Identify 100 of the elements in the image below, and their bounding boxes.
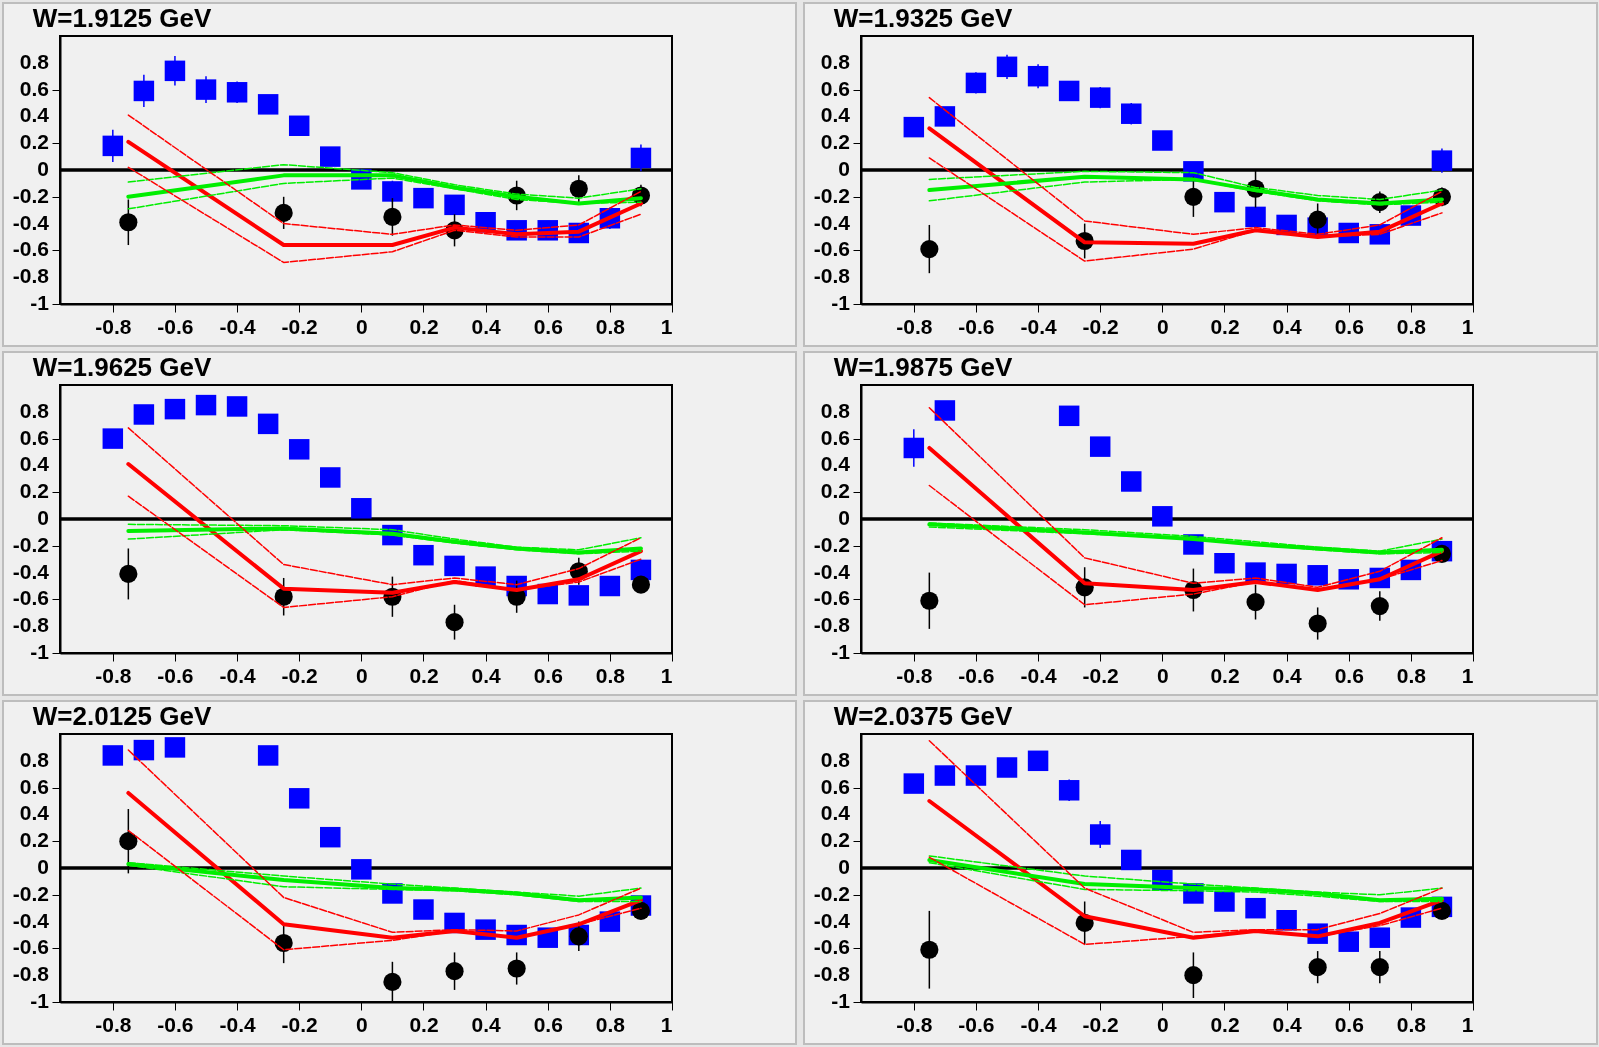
y-tick-label: 0.6 [820, 774, 850, 798]
y-tick-label: -0.6 [813, 935, 850, 959]
y-tick-label: 0 [838, 506, 850, 529]
y-tick-label: 0.4 [19, 103, 50, 127]
x-tick-label: 0.4 [1272, 1012, 1303, 1036]
y-tick-label: -0.4 [813, 210, 851, 234]
y-tick-label: 0 [838, 157, 850, 180]
y-tick-label: 0.8 [820, 747, 851, 771]
chart-title: W=2.0375 GeV [833, 701, 1013, 731]
x-tick-label: 0.2 [1210, 314, 1240, 338]
x-tick-label: 0.4 [471, 1012, 502, 1036]
x-tick-label: 0.4 [1272, 314, 1303, 338]
x-tick-label: 0 [356, 314, 368, 338]
x-tick-label: 0.2 [1210, 663, 1240, 687]
y-tick-label: -1 [831, 640, 851, 663]
x-tick-label: -0.6 [157, 314, 194, 338]
y-tick-label: -1 [831, 291, 851, 314]
y-tick-label: 0.2 [19, 479, 49, 503]
y-tick-label: -0.6 [813, 237, 850, 261]
y-tick-label: 0 [838, 855, 850, 878]
y-tick-label: -0.2 [813, 532, 850, 556]
x-tick-label: -0.4 [1020, 314, 1057, 338]
x-tick-label: -0.6 [157, 663, 194, 687]
x-tick-label: 0.8 [595, 1012, 626, 1036]
y-tick-label: 0.2 [19, 130, 49, 154]
y-tick-label: 0.4 [820, 103, 851, 127]
x-tick-label: 0.4 [471, 663, 502, 687]
chart-title: W=2.0125 GeV [32, 701, 212, 731]
x-tick-label: 0 [356, 663, 368, 687]
y-tick-label: -0.2 [813, 881, 850, 905]
x-tick-label: 0.2 [409, 314, 439, 338]
x-tick-label: 0.8 [595, 314, 626, 338]
y-tick-label: 0.2 [820, 130, 850, 154]
y-tick-label: -0.6 [12, 237, 49, 261]
y-tick-label: 0.8 [820, 398, 851, 422]
y-tick-label: -1 [831, 989, 851, 1012]
x-tick-label: 0.6 [533, 1012, 563, 1036]
y-tick-label: -0.4 [12, 210, 50, 234]
y-tick-label: -0.8 [12, 264, 50, 288]
x-tick-label: 0.2 [1210, 1012, 1240, 1036]
x-tick-label: -0.2 [281, 314, 318, 338]
x-tick-label: 0.4 [1272, 663, 1303, 687]
x-tick-label: 0.6 [533, 314, 563, 338]
y-tick-label: -0.8 [813, 264, 851, 288]
chart-title: W=1.9875 GeV [833, 352, 1013, 382]
y-tick-label: -0.2 [813, 183, 850, 207]
y-tick-label: -0.2 [12, 532, 49, 556]
x-tick-label: -0.4 [219, 663, 256, 687]
y-tick-label: 0 [37, 157, 49, 180]
x-tick-label: -0.4 [1020, 663, 1057, 687]
y-tick-label: -1 [30, 989, 50, 1012]
x-tick-label: 0.6 [533, 663, 563, 687]
y-tick-label: 0 [37, 506, 49, 529]
y-tick-label: 0.6 [19, 425, 49, 449]
x-tick-label: 0.8 [1396, 314, 1427, 338]
x-tick-label: -0.6 [157, 1012, 194, 1036]
y-tick-label: 0 [37, 855, 49, 878]
x-tick-label: 0.6 [1334, 663, 1364, 687]
x-tick-label: 0.6 [1334, 1012, 1364, 1036]
x-tick-label: -0.4 [219, 1012, 256, 1036]
x-tick-label: -0.8 [896, 1012, 933, 1036]
x-tick-label: 0.2 [409, 1012, 439, 1036]
x-tick-label: 1 [660, 314, 673, 338]
y-tick-label: 0.4 [19, 452, 50, 476]
x-tick-label: -0.8 [95, 663, 132, 687]
x-tick-label: 0.8 [1396, 663, 1427, 687]
x-tick-label: -0.4 [219, 314, 256, 338]
x-tick-label: -0.2 [281, 663, 318, 687]
x-tick-label: -0.6 [958, 663, 995, 687]
x-tick-label: 0 [1157, 1012, 1169, 1036]
y-tick-label: -0.6 [12, 586, 49, 610]
x-tick-label: -0.2 [281, 1012, 318, 1036]
y-tick-label: -0.4 [12, 908, 50, 932]
y-tick-label: 0.2 [820, 828, 850, 852]
y-tick-label: -0.4 [813, 908, 851, 932]
y-tick-label: -1 [30, 291, 50, 314]
y-tick-label: -0.8 [813, 962, 851, 986]
x-tick-label: 1 [660, 663, 673, 687]
y-tick-label: -0.2 [12, 881, 49, 905]
x-tick-label: -0.2 [1082, 1012, 1119, 1036]
x-tick-label: 1 [1461, 663, 1474, 687]
x-tick-label: -0.8 [896, 314, 933, 338]
x-tick-label: -0.8 [95, 1012, 132, 1036]
y-tick-label: 0.8 [820, 49, 851, 73]
chart-title: W=1.9625 GeV [32, 352, 212, 382]
y-tick-label: 0.4 [820, 452, 851, 476]
x-tick-label: 0.2 [409, 663, 439, 687]
x-tick-label: -0.2 [1082, 314, 1119, 338]
y-tick-label: -1 [30, 640, 50, 663]
y-tick-label: 0.6 [820, 76, 850, 100]
y-tick-label: -0.4 [813, 559, 851, 583]
y-tick-label: 0.2 [19, 828, 49, 852]
y-tick-label: 0.6 [820, 425, 850, 449]
x-tick-label: 0 [356, 1012, 368, 1036]
x-tick-label: 0.8 [595, 663, 626, 687]
x-tick-label: -0.4 [1020, 1012, 1057, 1036]
x-tick-label: 0 [1157, 314, 1169, 338]
y-tick-label: -0.8 [12, 962, 50, 986]
x-tick-label: -0.8 [95, 314, 132, 338]
y-tick-label: 0.4 [820, 801, 851, 825]
